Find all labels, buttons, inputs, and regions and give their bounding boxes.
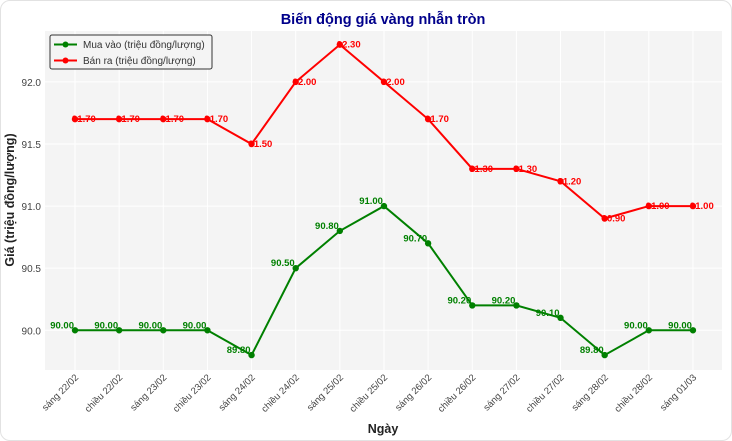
chart-title: Biến động giá vàng nhẫn tròn [281,11,486,28]
data-label-buy: 90.20 [492,295,516,306]
series-lines [71,41,697,359]
data-point-buy [513,302,520,309]
x-tick-label: sáng 26/02 [393,372,434,413]
data-label-buy: 90.00 [50,320,74,331]
data-label-buy: 90.20 [447,295,471,306]
data-point-buy [469,302,476,309]
data-label-buy: 90.00 [668,320,692,331]
data-labels: 90.00 90.00 90.00 90.00 89.80 90.50 90.80 91.00… [50,40,714,356]
legend: Mua vào (triệu đồng/lượng) Bán ra (triệu… [49,34,213,70]
x-axis-label: Ngày [368,422,399,436]
x-tick-label: sáng 25/02 [305,372,346,413]
x-tick-label: chiều 27/02 [524,372,567,415]
x-tick-label: chiều 26/02 [436,372,479,415]
x-tick-label: chiều 22/02 [83,372,126,415]
data-label-buy: 91.00 [359,196,383,207]
x-tick-label: sáng 28/02 [570,372,611,413]
data-point-buy [689,327,697,334]
data-label-buy: 89.80 [227,345,251,356]
data-label-buy: 90.70 [403,233,427,244]
data-label-sell: 91.30 [513,164,537,175]
legend-marker-sell [62,57,69,64]
data-label-buy: 90.50 [271,258,295,269]
gridlines [45,31,722,370]
legend-label-sell: Bán ra (triệu đồng/lượng) [83,55,196,67]
data-label-sell: 90.90 [602,214,626,225]
data-point-sell [160,115,167,123]
data-point-sell [424,115,432,123]
data-point-buy [204,327,211,334]
y-tick-label: 91.5 [22,140,42,151]
data-point-buy [380,202,388,210]
data-label-sell: 91.70 [204,114,228,125]
data-point-buy [71,327,79,334]
data-point-sell [71,115,79,123]
y-tick-label: 90.5 [22,264,42,275]
y-axis-label: Giá (triệu đồng/lượng) [3,133,17,266]
data-point-sell [336,41,344,48]
data-point-sell [248,140,255,148]
data-label-buy: 90.00 [138,320,162,331]
data-point-buy [248,351,255,359]
data-point-buy [645,327,653,334]
data-label-sell: 92.00 [293,77,317,88]
x-ticks: sáng 22/02 chiều 22/02 sáng 23/02 chiều 23/… [40,372,699,415]
data-point-sell [292,78,299,86]
y-tick-label: 92.0 [22,78,42,89]
data-point-sell [645,202,653,210]
data-label-sell: 91.20 [558,176,582,187]
data-point-sell [689,202,697,210]
x-tick-label: chiều 24/02 [259,372,302,415]
y-ticks: 90.0 90.5 91.0 91.5 92.0 [22,78,42,337]
data-point-buy [424,240,432,247]
data-label-sell: 92.00 [381,77,405,88]
y-tick-label: 91.0 [22,202,42,213]
data-point-sell [380,78,388,86]
x-tick-label: chiều 25/02 [348,372,391,415]
y-tick-label: 90.0 [22,326,42,337]
data-label-buy: 90.00 [183,320,207,331]
x-tick-label: sáng 01/03 [658,372,699,413]
data-point-sell [115,115,123,123]
data-point-buy [160,327,167,334]
data-label-buy: 90.80 [315,221,339,232]
data-label-buy: 89.80 [580,345,604,356]
data-label-sell: 91.50 [249,139,273,150]
x-tick-label: chiều 23/02 [171,372,214,415]
data-label-buy: 90.00 [94,320,118,331]
data-point-buy [336,227,344,235]
data-point-buy [601,351,608,359]
data-point-buy [292,264,299,272]
x-tick-label: sáng 22/02 [40,372,81,413]
data-label-sell: 91.00 [646,201,670,212]
data-label-sell: 91.70 [425,114,449,125]
data-point-sell [513,165,520,173]
data-label-sell: 92.30 [337,40,361,51]
data-point-buy [557,314,564,322]
data-point-sell [204,115,211,123]
data-point-buy [115,327,123,334]
data-label-sell: 91.70 [160,114,184,125]
legend-label-buy: Mua vào (triệu đồng/lượng) [83,39,205,51]
data-label-sell: 91.30 [469,164,493,175]
data-label-sell: 91.70 [72,114,96,125]
data-point-sell [469,165,476,173]
data-point-sell [601,215,608,222]
data-point-sell [557,178,564,185]
data-label-buy: 90.10 [536,308,560,319]
data-label-buy: 90.00 [624,320,648,331]
x-tick-label: sáng 23/02 [128,372,169,413]
x-tick-label: sáng 24/02 [217,372,258,413]
data-label-sell: 91.00 [690,201,714,212]
legend-marker-buy [62,41,69,48]
data-label-sell: 91.70 [116,114,140,125]
x-tick-label: chiều 28/02 [612,372,655,415]
x-tick-label: sáng 27/02 [481,372,522,413]
